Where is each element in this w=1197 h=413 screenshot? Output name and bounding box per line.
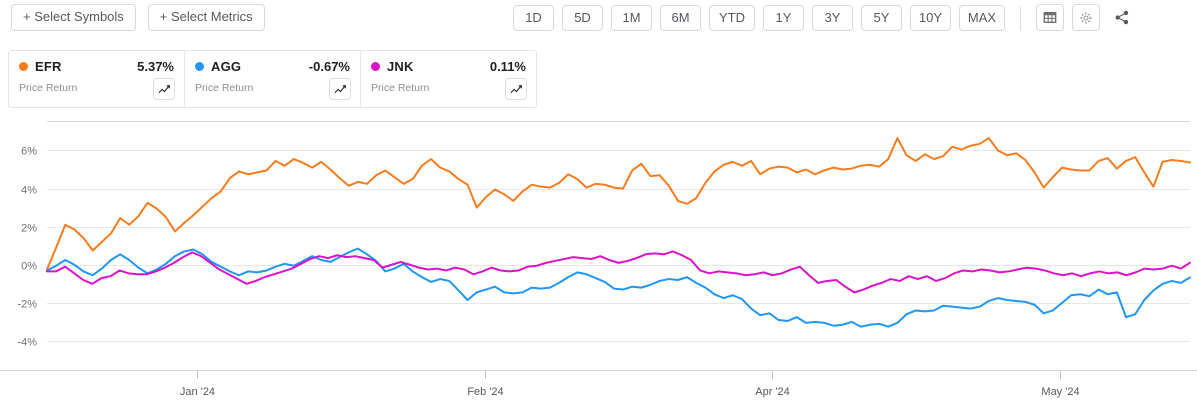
range-button-6m[interactable]: 6M <box>660 4 701 31</box>
gear-icon[interactable] <box>1072 4 1100 31</box>
select-metrics-button[interactable]: + Select Metrics <box>147 4 265 31</box>
legend-card-header: EFR 5.37% <box>19 59 174 74</box>
legend-card-efr[interactable]: EFR 5.37% Price Return <box>8 50 185 108</box>
table-icon[interactable] <box>1036 4 1064 31</box>
x-axis-tick-label: May '24 <box>1041 386 1079 398</box>
legend-card-header: JNK 0.11% <box>371 59 526 74</box>
chart-toolbar: + Select Symbols + Select Metrics 1D 5D … <box>0 0 1197 36</box>
y-axis-tick-label: 2% <box>21 223 37 235</box>
series-line-agg <box>46 247 1191 328</box>
toolbar-divider <box>1020 5 1021 30</box>
range-button-ytd[interactable]: YTD <box>709 4 755 31</box>
range-button-1d[interactable]: 1D <box>513 4 554 31</box>
range-button-1y[interactable]: 1Y <box>763 4 804 31</box>
legend-value: 5.37% <box>137 59 174 74</box>
legend-symbol: EFR <box>35 59 62 74</box>
y-axis-tick-label: 6% <box>21 146 37 158</box>
legend-card-agg[interactable]: AGG -0.67% Price Return <box>184 50 361 108</box>
legend-card-header: AGG -0.67% <box>195 59 350 74</box>
range-button-1m[interactable]: 1M <box>611 4 652 31</box>
select-button-group: + Select Symbols + Select Metrics <box>11 4 265 31</box>
trend-arrow-icon[interactable] <box>329 78 351 100</box>
range-button-5d[interactable]: 5D <box>562 4 603 31</box>
series-color-dot-icon <box>19 62 28 71</box>
range-button-10y[interactable]: 10Y <box>910 4 951 31</box>
trend-arrow-icon[interactable] <box>153 78 175 100</box>
legend-metric-label: Price Return <box>19 82 78 94</box>
time-range-button-group: 1D 5D 1M 6M YTD 1Y 3Y 5Y 10Y MAX <box>513 4 1136 31</box>
legend-card-jnk[interactable]: JNK 0.11% Price Return <box>360 50 537 108</box>
share-icon[interactable] <box>1108 4 1136 31</box>
select-symbols-button[interactable]: + Select Symbols <box>11 4 136 31</box>
legend-symbol: JNK <box>387 59 414 74</box>
series-color-dot-icon <box>195 62 204 71</box>
series-line-jnk <box>46 250 1191 294</box>
x-axis-tick-label: Apr '24 <box>755 386 790 398</box>
series-legend: EFR 5.37% Price Return AGG -0.67% Price … <box>8 50 537 108</box>
price-return-line-chart[interactable]: 6% 4% 2% 0% -2% -4% Jan '24 Feb '24 Apr '24 May '… <box>0 118 1197 413</box>
legend-value: 0.11% <box>489 59 526 74</box>
x-axis-tick-label: Feb '24 <box>467 386 503 398</box>
y-axis-tick-label: -4% <box>17 337 37 349</box>
legend-metric-label: Price Return <box>195 82 254 94</box>
legend-metric-label: Price Return <box>371 82 430 94</box>
trend-arrow-icon[interactable] <box>505 78 527 100</box>
y-axis-tick-label: 0% <box>21 261 37 273</box>
y-axis-tick-label: 4% <box>21 185 37 197</box>
legend-symbol: AGG <box>211 59 242 74</box>
chart-area[interactable]: 6% 4% 2% 0% -2% -4% Jan '24 Feb '24 Apr '24 May '… <box>0 118 1197 413</box>
range-button-3y[interactable]: 3Y <box>812 4 853 31</box>
range-button-5y[interactable]: 5Y <box>861 4 902 31</box>
series-color-dot-icon <box>371 62 380 71</box>
y-axis-tick-label: -2% <box>17 299 37 311</box>
range-button-max[interactable]: MAX <box>959 4 1005 31</box>
x-axis-tick-label: Jan '24 <box>180 386 215 398</box>
legend-value: -0.67% <box>308 59 350 74</box>
series-line-efr <box>46 137 1191 271</box>
